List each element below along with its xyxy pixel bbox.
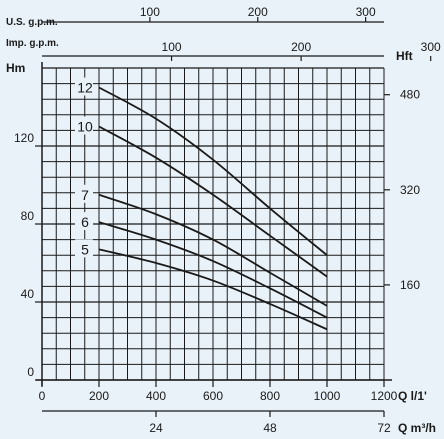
curve-label-7: 7 <box>81 187 89 203</box>
usgpm-tick-label: 100 <box>140 5 160 19</box>
curve-label-bg <box>75 116 93 135</box>
m3h-tick-label: 72 <box>377 421 391 435</box>
curve-6 <box>98 221 328 319</box>
impgpm-tick-label: 200 <box>291 40 311 54</box>
labels: 0 40 80 120 Hm 160 320 480 Hft 0 200 400 600 800 1000 1… <box>6 5 441 435</box>
grid-lines <box>41 67 385 381</box>
x-axis-label: Q l/1' <box>398 389 427 403</box>
curve-label-bg <box>75 184 93 203</box>
x-tick-label: 800 <box>260 389 280 403</box>
y-tick-label: 40 <box>21 287 35 301</box>
usgpm-tick-label: 200 <box>248 5 268 19</box>
right-tick-label: 480 <box>400 88 420 102</box>
performance-curves <box>98 86 328 331</box>
curve-label-bg <box>75 239 93 258</box>
y-tick-label: 80 <box>21 209 35 223</box>
curve-label-bg <box>75 212 93 231</box>
x-tick-label: 400 <box>146 389 166 403</box>
y-axis-label: Hm <box>6 61 25 75</box>
right-axis-label: Hft <box>396 49 413 63</box>
curve-5 <box>98 248 328 331</box>
usgpm-tick-label: 300 <box>356 5 376 19</box>
axes <box>35 17 432 417</box>
x-tick-label: 0 <box>39 389 46 403</box>
y-tick-label: 120 <box>14 131 34 145</box>
curve-12 <box>98 86 328 256</box>
x-tick-label: 200 <box>89 389 109 403</box>
impgpm-tick-label: 300 <box>421 40 441 54</box>
m3h-tick-label: 24 <box>149 421 163 435</box>
impgpm-tick-label: 100 <box>162 40 182 54</box>
right-tick-label: 320 <box>400 183 420 197</box>
curve-label-bg <box>75 77 93 96</box>
x-tick-label: 1000 <box>314 389 341 403</box>
impgpm-axis-label: Imp. g.p.m. <box>6 38 59 49</box>
y-tick-label: 0 <box>27 365 34 379</box>
m3h-tick-label: 48 <box>263 421 277 435</box>
curve-10 <box>98 125 328 278</box>
right-tick-label: 160 <box>400 278 420 292</box>
curve-7 <box>98 193 328 307</box>
x-tick-label: 600 <box>203 389 223 403</box>
usgpm-axis-label: U.S. g.p.m. <box>6 17 58 28</box>
m3h-axis-label: Q m³/h <box>398 421 436 435</box>
curve-label-12: 12 <box>77 80 93 96</box>
x-tick-label: 1200 <box>371 389 398 403</box>
curve-label-10: 10 <box>77 119 93 135</box>
curve-label-6: 6 <box>81 214 89 230</box>
curve-label-5: 5 <box>81 241 89 257</box>
